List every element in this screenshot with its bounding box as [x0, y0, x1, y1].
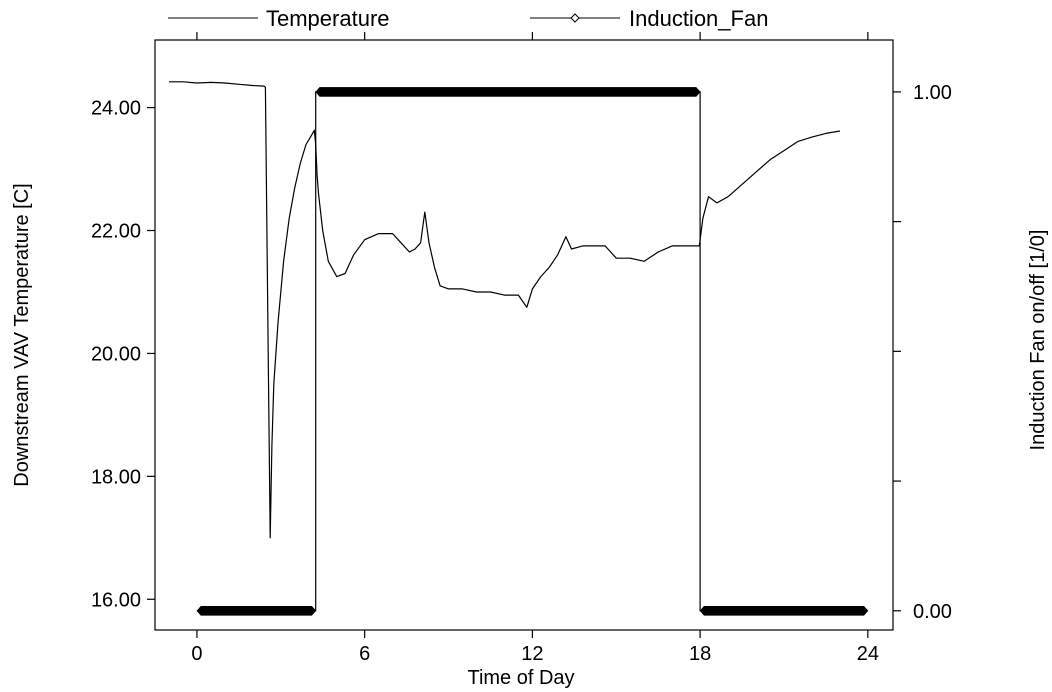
- induction-fan-marker-band: [315, 87, 701, 97]
- y-left-tick-label: 18.00: [91, 466, 141, 488]
- y-left-tick-label: 20.00: [91, 343, 141, 365]
- x-tick-label: 18: [689, 643, 711, 665]
- series-induction-fan: [196, 87, 869, 616]
- induction-fan-marker-band: [699, 606, 869, 616]
- plot-frame: [154, 39, 894, 631]
- x-axis-title: Time of Day: [467, 667, 574, 689]
- x-axis-top-ticks: [196, 32, 869, 40]
- induction-fan-line: [196, 91, 868, 612]
- y-right-tick-label: 1.00: [913, 82, 952, 104]
- legend-label-induction-fan: Induction_Fan: [629, 6, 768, 31]
- x-tick-label: 12: [521, 643, 543, 665]
- y-right-tick-label: 0.00: [913, 601, 952, 623]
- y-axis-right: 0.00 1.00: [893, 82, 952, 623]
- y-axis-left: 16.00 18.00 20.00 22.00 24.00: [91, 98, 155, 611]
- temperature-line: [169, 81, 841, 539]
- legend-label-temperature: Temperature: [266, 6, 390, 31]
- y-axis-left-title: Downstream VAV Temperature [C]: [11, 183, 33, 486]
- legend-diamond-marker: [570, 13, 580, 23]
- x-tick-label: 24: [857, 643, 879, 665]
- y-left-tick-label: 16.00: [91, 589, 141, 611]
- legend: Temperature Induction_Fan: [168, 6, 768, 31]
- x-axis: 0 6 12 18 24: [191, 630, 879, 665]
- x-tick-label: 0: [191, 643, 202, 665]
- y-left-tick-label: 24.00: [91, 98, 141, 120]
- y-left-tick-label: 22.00: [91, 221, 141, 243]
- series-temperature: [169, 81, 841, 539]
- induction-fan-marker-band: [196, 606, 317, 616]
- x-tick-label: 6: [359, 643, 370, 665]
- y-axis-right-title: Induction Fan on/off [1/0]: [1027, 230, 1049, 451]
